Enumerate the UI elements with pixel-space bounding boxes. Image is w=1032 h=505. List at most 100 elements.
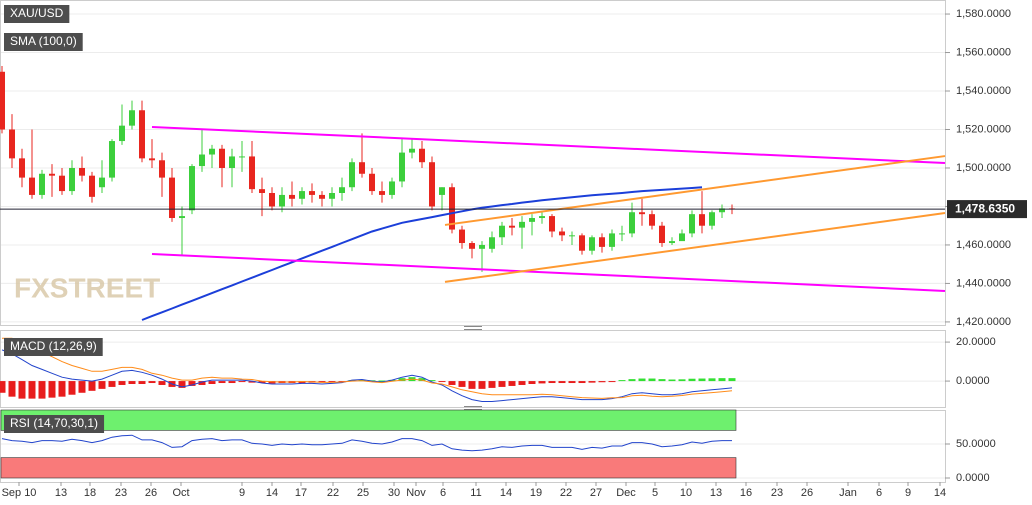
histogram-bar: [598, 381, 606, 383]
candle-body: [659, 225, 665, 244]
histogram-bar: [658, 379, 666, 382]
x-tick-label: 13: [710, 487, 722, 499]
candle-body: [239, 156, 245, 158]
candle-body: [409, 148, 415, 153]
series-line: [2, 337, 733, 399]
x-tick-label: 5: [652, 487, 658, 499]
x-tick-label: 22: [327, 487, 339, 499]
histogram-bar: [718, 378, 726, 382]
x-tick-label: Nov: [406, 487, 426, 499]
x-tick-label: 17: [295, 487, 307, 499]
candle-body: [649, 214, 655, 226]
x-tick-label: 23: [115, 487, 127, 499]
chart-title-box: [4, 415, 105, 433]
candle-body: [309, 191, 315, 195]
candle-body: [719, 208, 725, 213]
candle-body: [159, 160, 165, 178]
histogram-bar: [208, 381, 216, 384]
histogram-bar: [148, 381, 156, 384]
candle-body: [509, 225, 515, 228]
histogram-bar: [708, 378, 716, 382]
histogram-bar: [548, 381, 556, 384]
trend-line: [151, 125, 946, 164]
x-tick-label: 19: [530, 487, 542, 499]
candle-body: [189, 166, 195, 211]
y-tick-label: 0.0000: [956, 472, 990, 484]
candle-body: [459, 229, 465, 244]
x-tick-label: 14: [266, 487, 278, 499]
candle-body: [679, 233, 685, 242]
candle-body: [299, 191, 305, 199]
candle-body: [349, 162, 355, 188]
candle-body: [149, 158, 155, 161]
x-tick-label: 30: [388, 487, 400, 499]
candle-body: [539, 216, 545, 219]
x-tick-label: 6: [876, 487, 882, 499]
pane-grip[interactable]: [464, 326, 482, 330]
histogram-bar: [8, 381, 16, 397]
candle-body: [79, 167, 85, 176]
histogram-bar: [618, 380, 626, 382]
x-tick-label: 11: [470, 487, 481, 499]
histogram-bar: [118, 381, 126, 385]
candle-body: [89, 175, 95, 197]
candle-body: [609, 233, 615, 247]
histogram-bar: [258, 381, 266, 384]
candle-body: [669, 241, 675, 244]
histogram-bar: [58, 381, 66, 397]
candle-body: [0, 71, 5, 130]
candle-body: [329, 192, 335, 199]
x-tick-label: 18: [84, 487, 96, 499]
y-tick-label: 20.0000: [956, 336, 996, 348]
rsi-band: [0, 409, 737, 431]
candle-body: [29, 177, 35, 195]
histogram-bar: [508, 381, 516, 386]
histogram-bar: [228, 381, 236, 384]
histogram-bar: [558, 381, 566, 384]
y-tick-label: 1,540.0000: [956, 85, 1011, 97]
candle-body: [109, 141, 115, 178]
histogram-bar: [488, 381, 496, 388]
y-tick-label: 50.0000: [956, 438, 996, 450]
y-tick-label: 0.0000: [956, 375, 990, 387]
candle-body: [589, 237, 595, 251]
candle-body: [529, 218, 535, 222]
histogram-bar: [428, 380, 436, 382]
histogram-bar: [608, 381, 616, 383]
x-tick-label: 9: [905, 487, 911, 499]
candle-body: [439, 187, 445, 195]
candle-body: [429, 162, 435, 207]
histogram-bar: [298, 381, 306, 384]
macd-pane: [0, 330, 946, 408]
y-tick-label: 1,420.0000: [956, 316, 1011, 328]
candle-body: [619, 233, 625, 235]
histogram-bar: [158, 381, 166, 385]
candle-body: [499, 225, 505, 238]
histogram-bar: [628, 379, 636, 382]
histogram-bar: [218, 381, 226, 384]
histogram-bar: [688, 378, 696, 382]
histogram-bar: [128, 381, 136, 384]
candle-body: [289, 194, 295, 199]
candle-body: [399, 152, 405, 182]
y-tick-label: 1,500.0000: [956, 162, 1011, 174]
chart-title-box: [4, 5, 70, 23]
histogram-bar: [88, 381, 96, 391]
x-tick-label: 25: [357, 487, 369, 499]
candle-body: [639, 212, 645, 215]
candle-body: [249, 156, 255, 190]
x-tick-label: 16: [740, 487, 752, 499]
candle-body: [579, 235, 585, 251]
histogram-bar: [238, 381, 246, 383]
y-tick-label: 1,560.0000: [956, 46, 1011, 58]
histogram-bar: [268, 381, 276, 384]
pane-grip[interactable]: [464, 406, 482, 410]
histogram-bar: [448, 381, 456, 385]
x-tick-label: Sep 10: [2, 487, 37, 499]
candle-body: [599, 237, 605, 247]
candle-body: [229, 156, 235, 168]
trend-line: [444, 155, 946, 226]
candle-body: [489, 237, 495, 249]
candle-body: [269, 192, 275, 207]
candle-body: [179, 216, 185, 219]
